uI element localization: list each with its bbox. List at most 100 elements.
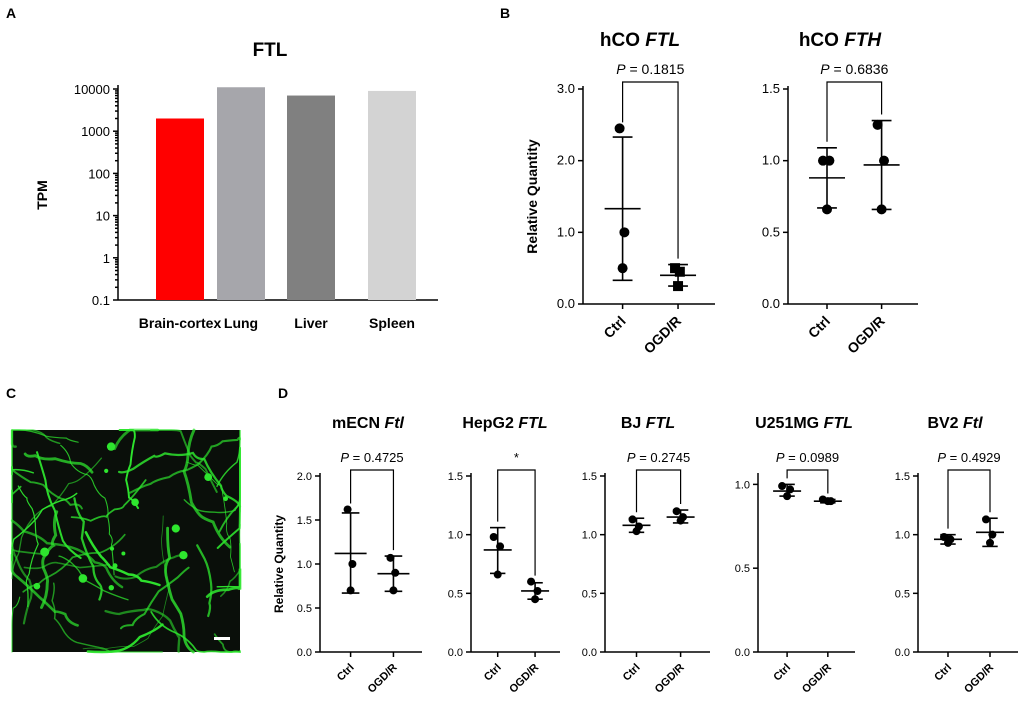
cell-body bbox=[108, 585, 115, 591]
data-point bbox=[876, 204, 887, 215]
significance-bracket bbox=[497, 469, 536, 576]
cell-body bbox=[40, 547, 50, 557]
y-tick-label: 1.5 bbox=[762, 81, 780, 96]
chart-title: BJ FTL bbox=[621, 415, 675, 432]
scatter-bv2-ftl: BV2 Ftl 0.0 0.5 1.0 1.5 Ctrl OGD/R P = 0.4929 bbox=[895, 415, 1018, 696]
x-tick-label: OGD/R bbox=[653, 662, 687, 696]
p-value: P = 0.1815 bbox=[616, 61, 684, 77]
y-tick-label: 1.0 bbox=[582, 530, 597, 542]
chart-title: FTL bbox=[253, 40, 288, 61]
neurite bbox=[11, 429, 61, 445]
y-tick-label: 0.5 bbox=[448, 588, 463, 600]
chart-title-plain: mECN bbox=[332, 415, 380, 432]
chart-title-gene: FTH bbox=[844, 30, 882, 51]
p-value-symbol: P bbox=[776, 450, 785, 465]
p-value: P = 0.6836 bbox=[820, 61, 888, 77]
p-value-symbol: P bbox=[937, 450, 946, 465]
chart-title: HepG2 FTL bbox=[462, 415, 547, 432]
bar-chart-ftl-tpm: FTL TPM 0.1 1 10 100 1000 10000 Brain-cortex Lung… bbox=[34, 40, 438, 331]
neurite bbox=[117, 451, 242, 508]
data-point bbox=[823, 497, 832, 506]
scatter-bj-ftl: BJ FTL 0.0 0.5 1.0 1.5 Ctrl OGD/R P = 0.2745 bbox=[582, 415, 710, 696]
data-point bbox=[489, 533, 498, 542]
x-tick-label: Liver bbox=[294, 315, 328, 331]
data-point bbox=[778, 482, 787, 491]
y-tick-label: 0.5 bbox=[582, 588, 597, 600]
neurite bbox=[86, 623, 164, 654]
neurite bbox=[104, 607, 181, 654]
y-tick-label: 10000 bbox=[74, 82, 110, 97]
x-tick-label: Ctrl bbox=[600, 313, 628, 341]
p-value-symbol: P bbox=[820, 61, 830, 77]
chart-title-plain: BV2 bbox=[927, 415, 958, 432]
scale-bar bbox=[214, 637, 230, 640]
data-point bbox=[676, 516, 685, 525]
neurite bbox=[216, 430, 241, 488]
cell-body bbox=[171, 524, 180, 533]
chart-title-gene: FTL bbox=[824, 415, 853, 432]
x-tick-label: Ctrl bbox=[805, 313, 833, 341]
y-tick-label: 1.0 bbox=[557, 224, 575, 239]
bar-brain-cortex bbox=[156, 118, 204, 300]
cell-body bbox=[121, 551, 126, 556]
y-tick-label: 0.0 bbox=[582, 647, 597, 659]
y-tick-label: 1.0 bbox=[735, 479, 750, 491]
cell-body bbox=[109, 546, 115, 551]
data-point bbox=[672, 507, 681, 516]
neurite bbox=[218, 447, 241, 533]
chart-title-plain: BJ bbox=[621, 415, 641, 432]
scatter-hco-ftl: hCO FTL Relative Quantity 0.0 1.0 2.0 3.0 Ctrl… bbox=[524, 30, 715, 357]
chart-title-plain: HepG2 bbox=[462, 415, 514, 432]
cell-body bbox=[104, 468, 109, 473]
data-point bbox=[982, 515, 990, 524]
data-point bbox=[879, 155, 889, 166]
p-value-text: = 0.6836 bbox=[830, 61, 889, 77]
data-point bbox=[674, 266, 685, 277]
x-tick-label: OGD/R bbox=[962, 662, 996, 696]
p-value-text: * bbox=[514, 450, 519, 465]
neurite bbox=[82, 515, 171, 650]
neurite bbox=[114, 554, 188, 580]
x-tick-label: Brain-cortex bbox=[139, 315, 222, 331]
chart-title-gene: Ftl bbox=[963, 415, 983, 432]
neurite bbox=[129, 436, 242, 494]
neurite bbox=[183, 499, 241, 514]
y-tick-label: 0.5 bbox=[895, 588, 910, 600]
p-value-text: = 0.1815 bbox=[626, 61, 685, 77]
data-point bbox=[940, 533, 948, 542]
y-tick-label: 0.5 bbox=[297, 603, 312, 615]
cell-body bbox=[131, 498, 139, 507]
data-point bbox=[614, 123, 625, 134]
y-tick-label: 1 bbox=[103, 251, 110, 266]
y-tick-label: 1.5 bbox=[297, 515, 312, 527]
x-tick-label: OGD/R bbox=[366, 662, 400, 696]
chart-title: mECN Ftl bbox=[332, 415, 405, 432]
y-tick-label: 0.1 bbox=[92, 293, 110, 308]
y-tick-label: 0.0 bbox=[448, 647, 463, 659]
bar-lung bbox=[217, 87, 265, 300]
x-tick-label: OGD/R bbox=[800, 662, 834, 696]
neurite bbox=[205, 568, 242, 599]
microscopy-image bbox=[10, 428, 242, 654]
y-tick-label: 3.0 bbox=[557, 81, 575, 96]
p-value: P = 0.0989 bbox=[776, 450, 839, 465]
p-value: P = 0.4929 bbox=[937, 450, 1000, 465]
neurite bbox=[11, 457, 103, 580]
significance-bracket bbox=[622, 81, 679, 259]
neurite bbox=[23, 452, 94, 474]
y-tick-label: 0.5 bbox=[735, 563, 750, 575]
chart-title-plain: U251MG bbox=[755, 415, 819, 432]
data-point bbox=[348, 560, 357, 568]
data-point bbox=[988, 530, 997, 539]
panel-label-b: B bbox=[500, 5, 510, 21]
cell-body bbox=[204, 473, 213, 481]
y-tick-label: 1.0 bbox=[297, 559, 312, 571]
cell-body bbox=[33, 582, 41, 590]
chart-title: hCO FTL bbox=[600, 30, 680, 51]
x-tick-label: Ctrl bbox=[932, 662, 954, 684]
neurite bbox=[182, 428, 232, 549]
data-point bbox=[632, 527, 641, 536]
y-tick-label: 0.5 bbox=[762, 224, 780, 239]
neurite bbox=[10, 519, 124, 589]
data-point bbox=[872, 119, 883, 130]
